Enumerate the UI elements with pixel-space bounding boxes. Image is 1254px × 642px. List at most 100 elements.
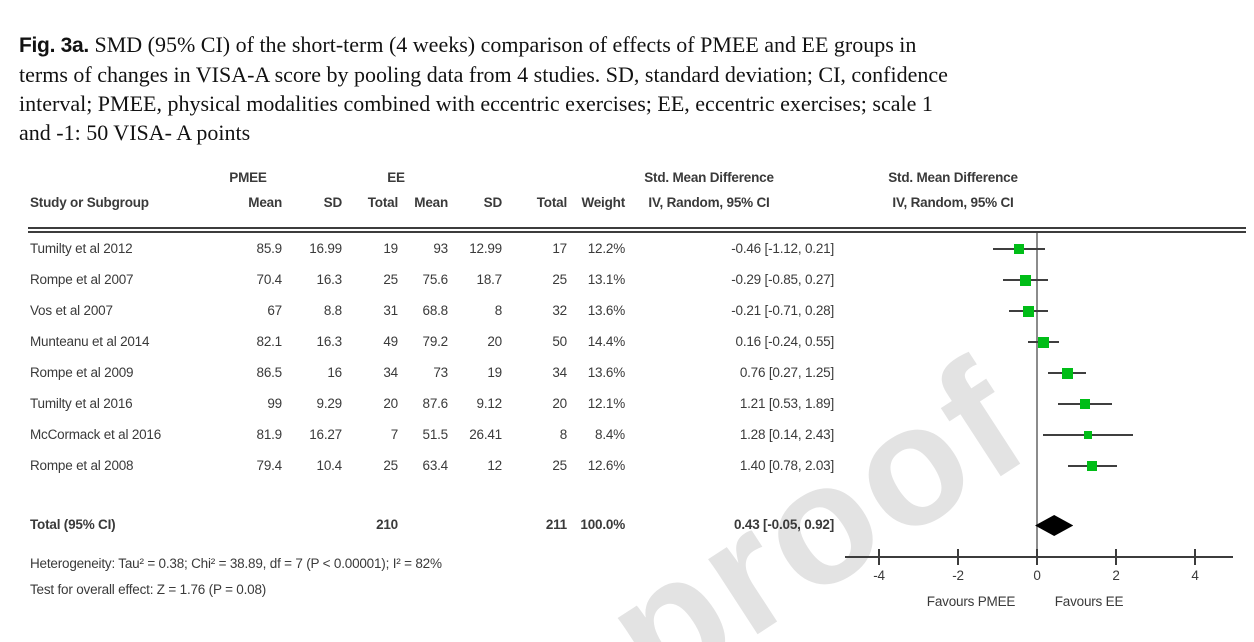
column-header-study: Study or Subgroup (30, 195, 149, 210)
caption-line: interval; PMEE, physical modalities comb… (19, 91, 933, 116)
column-header-iv-plot: IV, Random, 95% CI (892, 195, 1014, 210)
pmee-total: 20 (383, 396, 398, 411)
study-name: Munteanu et al 2014 (30, 334, 150, 349)
column-header-total-ee: Total (536, 195, 567, 210)
header-divider-rule (28, 227, 1246, 233)
x-axis-line (845, 556, 1233, 558)
ee-sd: 12.99 (469, 241, 502, 256)
pmee-total: 31 (383, 303, 398, 318)
effect-square (1013, 244, 1024, 254)
effect-square (1061, 367, 1073, 379)
weight: 12.6% (587, 458, 625, 473)
pmee-mean: 81.9 (256, 427, 283, 442)
smd-ci: -0.29 [-0.85, 0.27] (731, 272, 834, 287)
ee-total: 8 (559, 427, 568, 442)
pooled-effect-diamond (1035, 515, 1074, 536)
ee-sd: 9.12 (476, 396, 503, 411)
total-ee-n: 211 (545, 517, 567, 532)
zero-reference-line (1036, 233, 1038, 559)
favours-left-label: Favours PMEE (926, 594, 1016, 609)
axis-tick (957, 549, 959, 565)
pmee-mean: 85.9 (256, 241, 283, 256)
weight: 12.2% (587, 241, 625, 256)
pmee-sd: 8.8 (323, 303, 342, 318)
caption-text: SMD (95% CI) of the short-term (4 weeks)… (88, 32, 917, 57)
pmee-sd: 16.27 (309, 427, 342, 442)
pmee-sd: 10.4 (316, 458, 343, 473)
caption-line: terms of changes in VISA-A score by pool… (19, 62, 948, 87)
total-weight: 100.0% (580, 517, 625, 532)
ee-mean: 79.2 (422, 334, 449, 349)
caption-line: Fig. 3a. SMD (95% CI) of the short-term … (19, 30, 1049, 60)
axis-tick-label: 4 (1191, 568, 1199, 583)
study-name: McCormack et al 2016 (30, 427, 162, 442)
ee-sd: 19 (487, 365, 502, 380)
ee-total: 50 (552, 334, 567, 349)
pmee-sd: 16.3 (316, 334, 343, 349)
pmee-total: 25 (383, 458, 398, 473)
study-name: Tumilty et al 2016 (30, 396, 133, 411)
total-row-label: Total (95% CI) (30, 517, 116, 532)
ee-total: 20 (552, 396, 567, 411)
pmee-mean: 70.4 (256, 272, 283, 287)
axis-tick-label: -4 (873, 568, 885, 583)
column-header-sd-pmee: SD (323, 195, 343, 210)
pmee-total: 19 (383, 241, 398, 256)
ee-sd: 8 (494, 303, 503, 318)
pmee-sd: 16.99 (309, 241, 342, 256)
column-group-smd-text: Std. Mean Difference (644, 170, 774, 185)
axis-tick-label: 2 (1112, 568, 1120, 583)
ee-total: 34 (552, 365, 567, 380)
pmee-sd: 9.29 (316, 396, 343, 411)
weight: 8.4% (595, 427, 625, 442)
ee-total: 17 (552, 241, 567, 256)
study-name: Tumilty et al 2012 (30, 241, 133, 256)
column-group-pmee: PMEE (229, 170, 267, 185)
column-header-mean-pmee: Mean (248, 195, 282, 210)
axis-tick (1194, 549, 1196, 565)
ee-total: 25 (552, 272, 567, 287)
pmee-total: 7 (390, 427, 399, 442)
axis-tick-label: -2 (952, 568, 964, 583)
pmee-mean: 82.1 (256, 334, 283, 349)
figure-caption: Fig. 3a. SMD (95% CI) of the short-term … (19, 30, 1049, 147)
favours-right-label: Favours EE (1054, 594, 1124, 609)
smd-ci: 1.28 [0.14, 2.43] (739, 427, 834, 442)
ee-sd: 12 (487, 458, 502, 473)
figure-label: Fig. 3a. (19, 34, 89, 57)
study-name: Rompe et al 2007 (30, 272, 134, 287)
column-header-mean-ee: Mean (414, 195, 448, 210)
caption-line: and -1: 50 VISA- A points (19, 120, 251, 145)
effect-square (1079, 399, 1090, 409)
ee-sd: 20 (487, 334, 502, 349)
weight: 14.4% (587, 334, 625, 349)
effect-square (1083, 431, 1092, 439)
ee-mean: 73 (433, 365, 448, 380)
axis-tick (1036, 549, 1038, 565)
smd-ci: 0.16 [-0.24, 0.55] (735, 334, 835, 349)
axis-tick (878, 549, 880, 565)
smd-ci: 1.21 [0.53, 1.89] (739, 396, 834, 411)
ee-mean: 75.6 (422, 272, 449, 287)
pmee-mean: 67 (267, 303, 282, 318)
total-smd-ci: 0.43 [-0.05, 0.92] (734, 517, 834, 532)
column-header-weight: Weight (581, 195, 625, 210)
weight: 12.1% (587, 396, 625, 411)
column-group-ee: EE (387, 170, 405, 185)
ee-mean: 93 (433, 241, 448, 256)
effect-square (1020, 274, 1032, 286)
effect-square (1087, 461, 1098, 471)
study-name: Rompe et al 2009 (30, 365, 134, 380)
smd-ci: 0.76 [0.27, 1.25] (739, 365, 834, 380)
study-name: Vos et al 2007 (30, 303, 113, 318)
heterogeneity-stats: Heterogeneity: Tau² = 0.38; Chi² = 38.89… (30, 556, 442, 571)
smd-ci: -0.46 [-1.12, 0.21] (731, 241, 834, 256)
axis-tick (1115, 549, 1117, 565)
pmee-mean: 99 (267, 396, 282, 411)
smd-ci: 1.40 [0.78, 2.03] (739, 458, 834, 473)
axis-tick-label: 0 (1033, 568, 1041, 583)
ee-mean: 51.5 (422, 427, 449, 442)
weight: 13.6% (587, 365, 625, 380)
total-pmee-n: 210 (376, 517, 398, 532)
